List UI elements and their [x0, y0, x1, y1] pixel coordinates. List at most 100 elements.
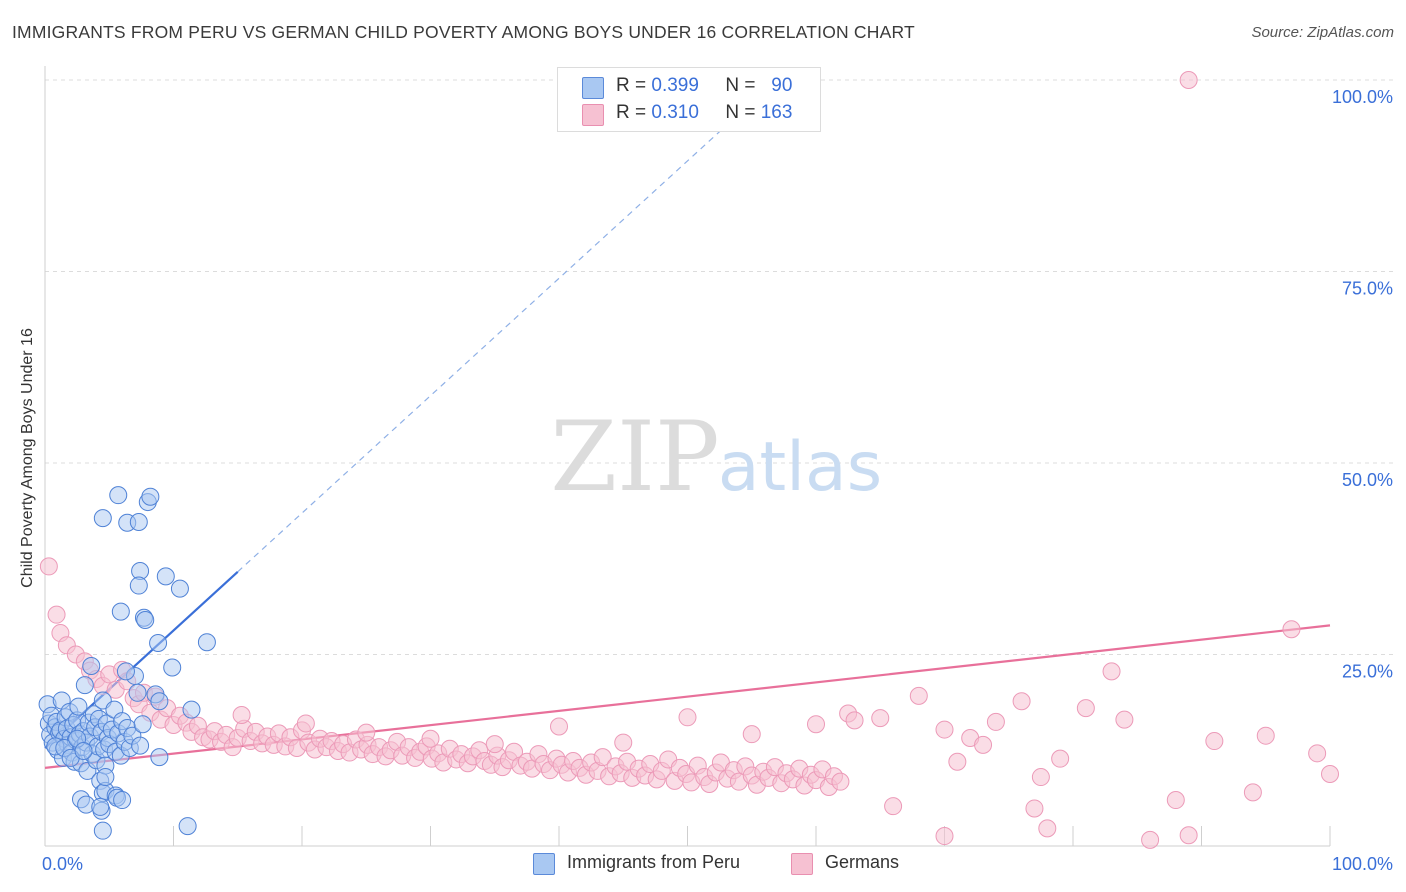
germans-point — [1051, 749, 1070, 768]
peru-point — [75, 676, 94, 695]
legend-n-label: N = — [725, 75, 756, 96]
peru-points — [38, 486, 216, 840]
peru-point — [156, 567, 175, 586]
peru-point — [129, 576, 148, 595]
peru-point — [150, 692, 169, 711]
germans-point — [1025, 799, 1044, 818]
grid-lines — [45, 79, 1395, 655]
y-tick-label: 25.0% — [1342, 662, 1393, 682]
germans-point — [871, 709, 890, 728]
peru-point — [93, 509, 112, 528]
germans-point — [884, 797, 903, 816]
peru-point — [133, 715, 152, 734]
legend-r-value: 0.399 — [651, 75, 699, 96]
source-label: Source: ZipAtlas.com — [1251, 24, 1394, 41]
germans-point — [974, 735, 993, 754]
peru-point — [131, 736, 150, 755]
peru-point — [170, 579, 189, 598]
bottom-legend-germans-label: Germans — [825, 852, 900, 872]
germans-point — [357, 723, 376, 742]
peru-point — [163, 658, 182, 677]
germans-point — [1321, 764, 1339, 783]
bottom-legend-peru-label: Immigrants from Peru — [567, 852, 741, 872]
peru-point — [116, 662, 135, 681]
peru-point — [93, 821, 112, 840]
y-tick-labels: 100.0% 75.0% 50.0% 25.0% — [1332, 87, 1393, 682]
peru-swatch-icon — [582, 77, 604, 99]
germans-point — [1141, 830, 1160, 849]
peru-point — [178, 817, 197, 836]
germans-point — [1102, 662, 1121, 681]
peru-point — [149, 634, 168, 653]
y-tick-label: 75.0% — [1342, 279, 1393, 299]
germans-point — [1308, 744, 1327, 763]
germans-point — [550, 717, 568, 736]
germans-point — [1243, 783, 1262, 802]
germans-point — [807, 715, 825, 734]
legend-n-value: 90 — [771, 75, 793, 96]
legend-r-label: R = — [616, 75, 647, 96]
y-axis-label: Child Poverty Among Boys Under 16 — [19, 328, 36, 588]
legend-r-value: 0.310 — [651, 102, 699, 123]
peru-point — [109, 486, 128, 505]
germans-point — [614, 733, 633, 752]
germans-point — [948, 752, 967, 771]
germans-point — [47, 605, 66, 624]
watermark-zip: ZIP — [550, 401, 719, 513]
germans-point — [1205, 732, 1224, 751]
legend-n-label: N = — [725, 102, 756, 123]
peru-point — [113, 791, 132, 810]
peru-point — [111, 602, 130, 621]
legend-n-value: 163 — [760, 102, 793, 123]
germans-point — [678, 708, 697, 727]
peru-point — [182, 700, 201, 719]
germans-point — [909, 686, 928, 705]
peru-point — [69, 697, 88, 716]
germans-point — [39, 557, 58, 576]
germans-point — [845, 711, 864, 730]
x-tick-label: 100.0% — [1332, 854, 1393, 874]
germans-point — [1179, 71, 1198, 89]
germans-point — [421, 729, 440, 748]
germans-point — [742, 725, 761, 744]
germans-swatch-icon — [582, 104, 604, 126]
germans-point — [1076, 699, 1095, 718]
x-tick-label: 0.0% — [42, 854, 83, 874]
germans-point — [1012, 692, 1031, 711]
germans-point — [1038, 819, 1057, 838]
peru-point — [96, 768, 115, 787]
germans-point — [232, 706, 251, 725]
legend: R = 0.399 N = 90 R = 0.310 N = 163 — [557, 67, 821, 132]
germans-point — [296, 714, 315, 733]
germans-point — [986, 712, 1005, 731]
peru-point — [197, 633, 216, 652]
germans-point — [831, 772, 850, 791]
germans-points — [39, 71, 1339, 849]
peru-point — [82, 656, 101, 675]
y-tick-label: 50.0% — [1342, 470, 1393, 490]
germans-point — [485, 735, 504, 754]
peru-legend-icon — [533, 853, 555, 875]
peru-point — [141, 487, 160, 506]
watermark-atlas: atlas — [718, 428, 882, 507]
peru-point — [74, 742, 93, 761]
peru-point — [136, 611, 155, 630]
germans-point — [935, 827, 954, 846]
y-tick-label: 100.0% — [1332, 87, 1393, 107]
germans-point — [935, 720, 954, 739]
x-tick-labels: 0.0% 100.0% — [42, 854, 1393, 874]
germans-legend-icon — [791, 853, 813, 875]
watermark: ZIP atlas — [550, 401, 882, 513]
peru-point — [129, 512, 148, 531]
germans-point — [1166, 791, 1185, 810]
germans-point — [1115, 710, 1134, 729]
germans-point — [593, 748, 612, 767]
legend-r-label: R = — [616, 102, 647, 123]
germans-point — [1031, 768, 1050, 787]
germans-point — [1256, 726, 1275, 745]
germans-point — [1282, 620, 1301, 639]
peru-point — [150, 748, 169, 767]
chart-title: IMMIGRANTS FROM PERU VS GERMAN CHILD POV… — [12, 22, 915, 42]
germans-point — [1179, 826, 1198, 845]
